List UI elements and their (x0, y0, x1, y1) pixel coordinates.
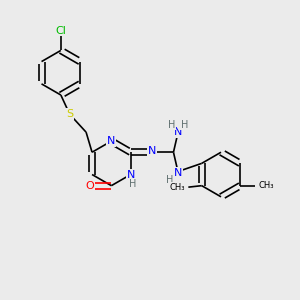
Text: H: H (168, 120, 175, 130)
Text: N: N (127, 169, 135, 179)
Text: N: N (107, 136, 116, 146)
Text: H: H (129, 179, 137, 189)
Text: H: H (181, 120, 188, 130)
Text: Cl: Cl (56, 26, 66, 35)
Text: N: N (148, 146, 156, 156)
Text: S: S (66, 109, 73, 119)
Text: CH₃: CH₃ (170, 183, 185, 192)
Text: CH₃: CH₃ (258, 181, 274, 190)
Text: N: N (174, 127, 182, 137)
Text: N: N (174, 168, 182, 178)
Text: H: H (166, 175, 173, 185)
Text: O: O (85, 181, 94, 191)
